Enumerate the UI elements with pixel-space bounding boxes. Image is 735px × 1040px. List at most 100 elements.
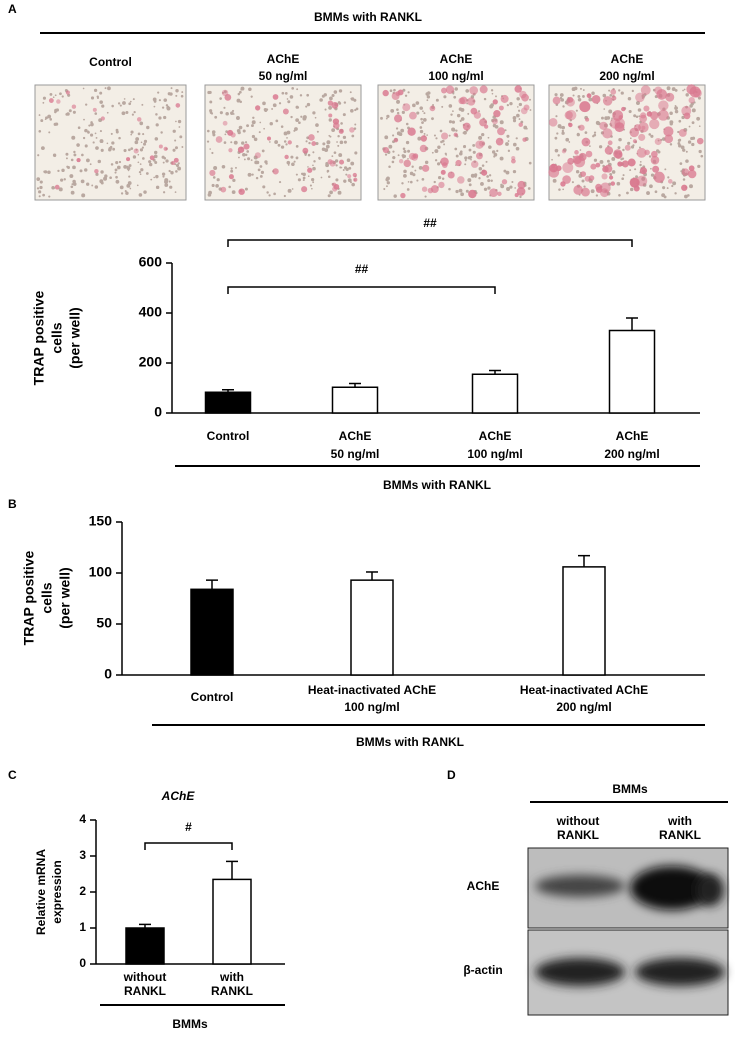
cell-dot <box>342 169 345 171</box>
cell-dot <box>228 148 233 153</box>
cell-dot <box>353 98 357 102</box>
cell-dot <box>562 162 574 174</box>
cell-dot <box>214 115 218 119</box>
cell-dot <box>48 131 51 134</box>
cell-dot <box>548 118 558 127</box>
blot-band <box>630 866 714 910</box>
cell-dot <box>211 130 216 134</box>
cell-dot <box>527 187 531 190</box>
cell-dot <box>578 124 585 131</box>
cell-dot <box>209 109 213 113</box>
cell-dot <box>517 109 521 112</box>
cell-dot <box>137 153 140 156</box>
cell-dot <box>259 174 263 178</box>
x-tick-label: with <box>219 970 244 984</box>
cell-dot <box>430 185 439 193</box>
y-tick-label: 1 <box>79 920 86 934</box>
cell-dot <box>468 183 472 187</box>
cell-dot <box>583 185 586 188</box>
cell-dot <box>385 117 388 120</box>
cell-dot <box>462 122 471 131</box>
cell-dot <box>58 187 63 192</box>
cell-dot <box>407 127 416 136</box>
cell-dot <box>665 92 675 102</box>
cell-dot <box>561 131 565 135</box>
y-axis-label: TRAP positive <box>21 550 37 645</box>
cell-dot <box>245 153 248 157</box>
cell-dot <box>639 161 642 163</box>
cell-dot <box>443 95 447 99</box>
cell-dot <box>473 111 481 119</box>
bar <box>562 566 606 676</box>
cell-dot <box>307 167 313 173</box>
cell-dot <box>246 124 250 128</box>
cell-dot <box>403 173 407 178</box>
cell-dot <box>175 120 177 123</box>
cell-dot <box>36 177 41 181</box>
cell-dot <box>261 149 265 153</box>
cell-dot <box>65 152 69 156</box>
cell-dot <box>76 157 81 163</box>
cell-dot <box>93 88 98 92</box>
cell-dot <box>115 130 119 134</box>
cell-dot <box>123 165 128 169</box>
cell-dot <box>246 150 250 153</box>
cell-dot <box>664 134 674 144</box>
cell-dot <box>489 188 498 198</box>
cell-dot <box>305 105 308 108</box>
cell-dot <box>429 105 436 112</box>
cell-dot <box>633 114 637 118</box>
panel-label: B <box>8 497 17 511</box>
cell-dot <box>562 105 565 108</box>
x-tick-label: Heat-inactivated AChE <box>520 683 648 697</box>
cell-dot <box>307 166 309 168</box>
cell-dot <box>669 111 673 115</box>
cell-dot <box>117 102 121 105</box>
cell-dot <box>70 190 75 195</box>
cell-dot <box>52 96 55 99</box>
cell-dot <box>238 188 245 195</box>
cell-dot <box>299 94 303 97</box>
cell-dot <box>302 115 307 120</box>
cell-dot <box>286 98 289 100</box>
cell-dot <box>639 167 648 175</box>
cell-dot <box>424 195 427 198</box>
cell-dot <box>111 141 115 145</box>
y-axis-label: cells <box>49 322 65 353</box>
cell-dot <box>209 100 213 104</box>
cell-dot <box>582 89 585 91</box>
cell-dot <box>295 173 298 176</box>
panel-label: A <box>8 2 17 16</box>
cell-dot <box>575 109 578 112</box>
cell-dot <box>465 89 470 93</box>
cell-dot <box>464 156 468 160</box>
cell-dot <box>689 184 693 189</box>
cell-dot <box>505 143 508 146</box>
cell-dot <box>561 125 565 130</box>
cell-dot <box>247 172 252 177</box>
cell-dot <box>656 89 668 100</box>
cell-dot <box>132 155 137 159</box>
cell-dot <box>467 112 470 115</box>
cell-dot <box>458 188 463 193</box>
cell-dot <box>231 190 236 195</box>
cell-dot <box>286 137 288 139</box>
cell-dot <box>283 194 286 198</box>
cell-dot <box>585 117 590 122</box>
cell-dot <box>467 156 472 160</box>
cell-dot <box>609 94 613 97</box>
cell-dot <box>208 90 212 95</box>
cell-dot <box>687 169 697 179</box>
cell-dot <box>164 99 167 102</box>
cell-dot <box>337 144 340 147</box>
cell-dot <box>421 121 424 124</box>
image-label: AChE <box>267 52 300 66</box>
cell-dot <box>178 126 181 128</box>
cell-dot <box>287 100 291 104</box>
cell-dot <box>165 159 169 163</box>
cell-dot <box>617 161 623 167</box>
cell-dot <box>467 178 472 183</box>
cell-dot <box>455 129 458 132</box>
cell-dot <box>260 170 265 174</box>
cell-dot <box>419 129 424 134</box>
